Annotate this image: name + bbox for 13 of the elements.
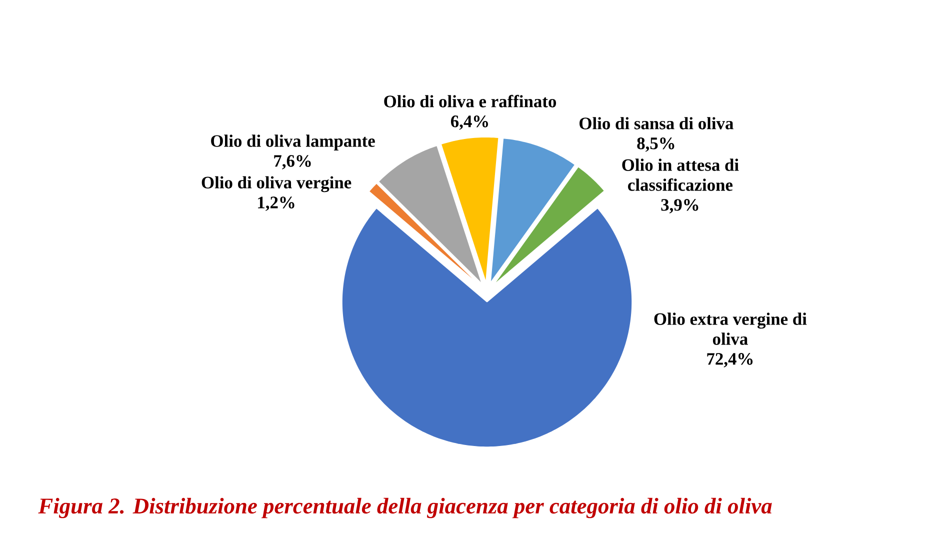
data-label: 3,9% [661,199,698,214]
slice-label: Olio in attesa di classificazione [622,158,739,191]
text: Figura 2. Distribuzione percentuale della giacenza per categoria di olio di oliva [38,498,772,518]
slice-label: Olio extra vergine di oliva [654,312,807,345]
data-label: 72,4% [707,353,753,368]
slice-label: Olio di oliva vergine [202,176,352,192]
data-label: 8,5% [637,138,674,152]
data-label: 1,2% [258,196,294,211]
slice-label: Olio di sansa di oliva [580,117,734,130]
data-label: 7,6% [274,155,311,170]
data-label: 6,4% [450,116,488,130]
slice-label: Olio di oliva e raffinato [384,94,556,108]
slice-label: Olio di oliva lampante [211,134,375,150]
